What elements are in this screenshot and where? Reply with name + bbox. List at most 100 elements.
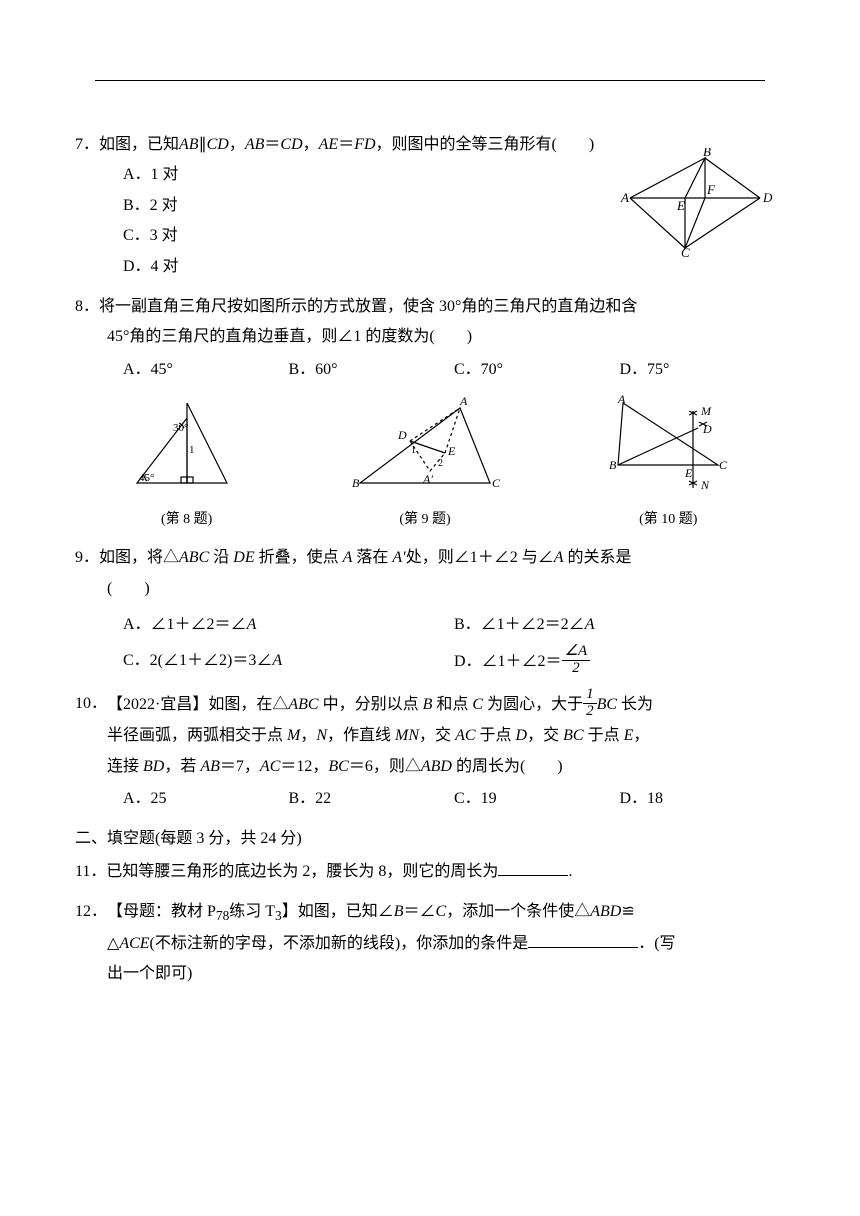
svg-text:F: F: [706, 182, 716, 197]
q9-options: A．∠1＋∠2＝∠A B．∠1＋∠2＝2∠A C．2(∠1＋∠2)＝3∠A D．…: [123, 610, 785, 679]
q11-body: 已知等腰三角形的底边长为 2，腰长为 8，则它的周长为.: [106, 857, 572, 887]
q7-options: A．1 对 B．2 对 C．3 对 D．4 对: [123, 160, 605, 282]
q11-stem: 11． 已知等腰三角形的底边长为 2，腰长为 8，则它的周长为.: [75, 857, 785, 887]
q7-opt-a: A．1 对: [123, 160, 605, 190]
q12-stem-line3: 出一个即可): [107, 959, 785, 989]
q7-layout: 7． 如图，已知AB∥CD，AB＝CD，AE＝FD，则图中的全等三角形有( ) …: [75, 130, 785, 282]
svg-text:A: A: [617, 393, 626, 406]
q10-opt-c: C．19: [454, 784, 620, 814]
question-8: 8． 将一副直角三角尺按如图所示的方式放置，使含 30°角的三角尺的直角边和含 …: [75, 292, 785, 533]
svg-text:45°: 45°: [139, 472, 154, 484]
question-9: 9． 如图，将△ABC 沿 DE 折叠，使点 A 落在 A′处，则∠1＋∠2 与…: [75, 543, 785, 679]
svg-text:M: M: [700, 404, 712, 418]
fig8-svg: 30° 45° 1: [117, 393, 257, 493]
q12-stem2-pre: △ACE(不标注新的字母，不添加新的线段)，你添加的条件是: [107, 935, 528, 952]
q7-stem-text: 如图，已知AB∥CD，AB＝CD，AE＝FD，则图中的全等三角形有( ): [99, 130, 594, 160]
q7-text-block: 7． 如图，已知AB∥CD，AB＝CD，AE＝FD，则图中的全等三角形有( ) …: [75, 130, 605, 282]
q10-opt-d: D．18: [620, 784, 786, 814]
q8-stem-line1: 8． 将一副直角三角尺按如图所示的方式放置，使含 30°角的三角尺的直角边和含: [75, 292, 785, 322]
svg-text:D: D: [762, 190, 773, 205]
q8-opt-b: B．60°: [289, 355, 455, 385]
q10-stem1: 【2022·宜昌】如图，在△ABC 中，分别以点 B 和点 C 为圆心，大于12…: [107, 689, 653, 722]
q12-stem1-text: 【母题：教材 P78练习 T3】如图，已知∠B＝∠C，添加一个条件使△ABD≌: [107, 897, 635, 929]
q12-stem-line2: △ACE(不标注新的字母，不添加新的线段)，你添加的条件是 ．(写: [107, 929, 785, 959]
svg-text:A′: A′: [422, 472, 433, 486]
q7-opt-d: D．4 对: [123, 252, 605, 282]
q10-opt-a: A．25: [123, 784, 289, 814]
fig10-caption: (第 10 题): [593, 507, 743, 534]
q12-blank[interactable]: [528, 932, 638, 948]
q7-figure: B A D C E F: [605, 130, 785, 269]
q8-options: A．45° B．60° C．70° D．75°: [123, 355, 785, 385]
svg-text:C: C: [492, 476, 501, 490]
svg-text:D: D: [397, 428, 407, 442]
q10-number: 10．: [75, 689, 107, 722]
q9-number: 9．: [75, 543, 99, 573]
q7-opt-b: B．2 对: [123, 191, 605, 221]
q9-stem1-text: 如图，将△ABC 沿 DE 折叠，使点 A 落在 A′处，则∠1＋∠2 与∠A …: [99, 543, 631, 573]
q10-options: A．25 B．22 C．19 D．18: [123, 784, 785, 814]
q9-stem-line2: ( ): [107, 574, 785, 604]
q8-opt-d: D．75°: [620, 355, 786, 385]
svg-text:E: E: [684, 466, 693, 480]
q11-blank[interactable]: [498, 860, 568, 876]
q10-stem1-pre: 【2022·宜昌】如图，在△ABC 中，分别以点 B 和点 C 为圆心，大于: [107, 696, 583, 713]
q11-stem-text: 已知等腰三角形的底边长为 2，腰长为 8，则它的周长为: [106, 863, 498, 880]
figure-9: A B C D E A′ 1 2 (第 9 题): [340, 393, 510, 533]
q7-diagram-svg: B A D C E F: [615, 148, 775, 258]
q8-stem-line2: 45°角的三角尺的直角边垂直，则∠1 的度数为( ): [107, 322, 785, 352]
svg-text:A: A: [459, 394, 468, 408]
fig10-svg: A B C D E M N: [593, 393, 743, 493]
q11-number: 11．: [75, 857, 106, 887]
q10-stem1-post: BC 长为: [597, 696, 653, 713]
q8-stem1-text: 将一副直角三角尺按如图所示的方式放置，使含 30°角的三角尺的直角边和含: [99, 292, 637, 322]
q8-number: 8．: [75, 292, 99, 322]
q8-opt-a: A．45°: [123, 355, 289, 385]
figure-row-8-9-10: 30° 45° 1 (第 8 题) A: [75, 393, 785, 533]
svg-text:A: A: [620, 190, 629, 205]
q12-number: 12．: [75, 897, 107, 929]
q7-stem: 7． 如图，已知AB∥CD，AB＝CD，AE＝FD，则图中的全等三角形有( ): [75, 130, 605, 160]
figure-10: A B C D E M N (第 10 题): [593, 393, 743, 533]
q7-number: 7．: [75, 130, 99, 160]
q12-stem2-post: ．(写: [638, 935, 675, 952]
q9-stem-line1: 9． 如图，将△ABC 沿 DE 折叠，使点 A 落在 A′处，则∠1＋∠2 与…: [75, 543, 785, 573]
q10-stem-line2: 半径画弧，两弧相交于点 M，N，作直线 MN，交 AC 于点 D，交 BC 于点…: [107, 721, 785, 751]
svg-text:E: E: [676, 198, 685, 213]
q10-opt-b: B．22: [289, 784, 455, 814]
svg-text:N: N: [700, 478, 710, 492]
q9-opt-d: D．∠1＋∠2＝∠A2: [454, 646, 785, 679]
q8-opt-c: C．70°: [454, 355, 620, 385]
fig9-svg: A B C D E A′ 1 2: [340, 393, 510, 493]
svg-text:2: 2: [438, 458, 443, 469]
svg-text:B: B: [609, 458, 617, 472]
figure-8: 30° 45° 1 (第 8 题): [117, 393, 257, 533]
question-12: 12． 【母题：教材 P78练习 T3】如图，已知∠B＝∠C，添加一个条件使△A…: [75, 897, 785, 989]
svg-text:C: C: [681, 245, 690, 258]
fig8-caption: (第 8 题): [117, 507, 257, 534]
q9-opt-d-fraction: ∠A2: [562, 644, 591, 677]
top-horizontal-rule: [95, 80, 765, 81]
svg-text:C: C: [719, 458, 728, 472]
q9-opt-b: B．∠1＋∠2＝2∠A: [454, 610, 785, 640]
question-7: 7． 如图，已知AB∥CD，AB＝CD，AE＝FD，则图中的全等三角形有( ) …: [75, 130, 785, 282]
q10-stem1-fraction: 12: [583, 687, 597, 720]
svg-text:B: B: [352, 476, 360, 490]
section-2-header: 二、填空题(每题 3 分，共 24 分): [75, 824, 785, 854]
q12-stem-line1: 12． 【母题：教材 P78练习 T3】如图，已知∠B＝∠C，添加一个条件使△A…: [75, 897, 785, 929]
svg-text:E: E: [447, 444, 456, 458]
svg-text:D: D: [702, 422, 712, 436]
svg-text:1: 1: [411, 445, 416, 456]
q9-opt-c: C．2(∠1＋∠2)＝3∠A: [123, 646, 454, 679]
question-10: 10． 【2022·宜昌】如图，在△ABC 中，分别以点 B 和点 C 为圆心，…: [75, 689, 785, 815]
q9-opt-d-prefix: D．∠1＋∠2＝: [454, 653, 562, 670]
q9-opt-a: A．∠1＋∠2＝∠A: [123, 610, 454, 640]
question-11: 11． 已知等腰三角形的底边长为 2，腰长为 8，则它的周长为.: [75, 857, 785, 887]
svg-text:B: B: [703, 148, 711, 159]
q11-end: .: [568, 863, 572, 880]
q10-stem-line3: 连接 BD，若 AB＝7，AC＝12，BC＝6，则△ABD 的周长为( ): [107, 752, 785, 782]
q10-stem-line1: 10． 【2022·宜昌】如图，在△ABC 中，分别以点 B 和点 C 为圆心，…: [75, 689, 785, 722]
fig9-caption: (第 9 题): [340, 507, 510, 534]
svg-text:1: 1: [189, 444, 195, 456]
q7-opt-c: C．3 对: [123, 221, 605, 251]
